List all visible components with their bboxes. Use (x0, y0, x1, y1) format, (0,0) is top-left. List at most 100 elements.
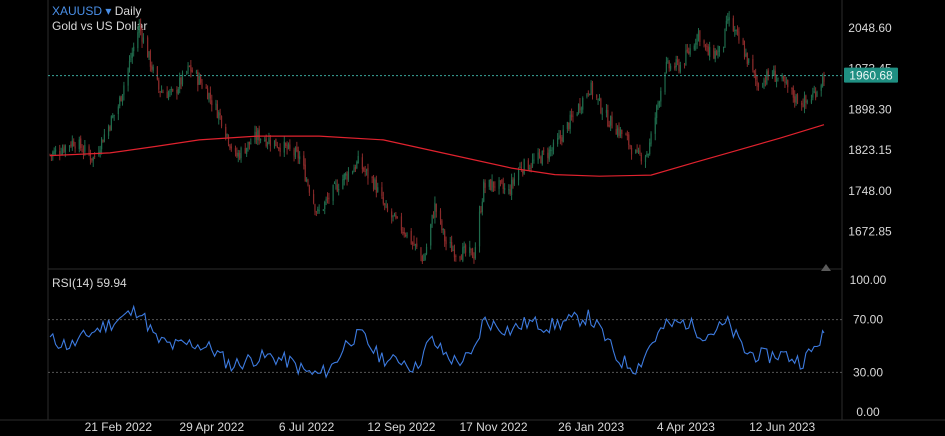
candle (688, 47, 690, 55)
candle (315, 210, 317, 217)
candle-body (637, 150, 640, 153)
candle-body (742, 39, 744, 46)
candle (430, 223, 432, 250)
candle (110, 115, 112, 131)
candle (527, 158, 529, 171)
symbol-name[interactable]: XAUUSD (52, 4, 103, 18)
candle (393, 212, 396, 217)
candle-body (757, 83, 760, 87)
candle-body (70, 144, 72, 147)
candle-body (802, 104, 804, 108)
candle (374, 177, 376, 190)
candle (716, 49, 718, 56)
candle (353, 164, 355, 173)
candle (120, 95, 122, 102)
candle-body (460, 258, 463, 260)
candle-body (483, 181, 485, 202)
candle-body (619, 129, 621, 136)
candle-body (617, 128, 619, 136)
candle-body (117, 106, 119, 115)
candle-body (660, 90, 662, 102)
candle-body (615, 129, 617, 135)
candle (445, 236, 447, 251)
candle-body (325, 198, 327, 201)
candle (142, 33, 145, 44)
candle-body (676, 59, 679, 63)
candle-body (748, 58, 750, 64)
candle (636, 144, 638, 153)
candle (266, 141, 269, 150)
candle-body (141, 31, 143, 42)
candle (328, 192, 330, 204)
candle-body (110, 116, 112, 131)
candle (396, 216, 398, 219)
candle (823, 71, 825, 86)
candle (371, 175, 373, 184)
candle-body (639, 150, 641, 154)
candle (490, 178, 492, 191)
candle-body (170, 88, 172, 90)
candle-body (285, 143, 287, 146)
candle (501, 179, 503, 185)
candle (453, 244, 456, 262)
candle (473, 252, 475, 264)
candle-body (523, 159, 525, 174)
candle (117, 104, 119, 121)
candle (297, 146, 299, 164)
candle-body (403, 231, 405, 235)
candle (734, 25, 736, 37)
candle-body (336, 184, 338, 192)
candle (162, 89, 164, 94)
candle-body (229, 144, 231, 148)
candle (686, 43, 688, 54)
candle (743, 40, 746, 60)
candle (382, 191, 384, 206)
candle-body (697, 31, 700, 37)
candle (385, 200, 387, 209)
candle (410, 228, 412, 245)
scroll-to-latest-icon[interactable] (821, 264, 831, 271)
candle (342, 174, 344, 190)
candle-body (386, 206, 389, 212)
candle-body (138, 24, 140, 33)
candle-body (490, 179, 492, 191)
candle-body (669, 65, 672, 70)
candle-body (420, 247, 422, 256)
candle-body (101, 138, 103, 150)
candle (697, 28, 700, 42)
candle (113, 114, 115, 121)
candle (668, 60, 670, 72)
candle-body (169, 90, 171, 93)
candle (149, 49, 152, 72)
candle (299, 151, 301, 165)
candle-body (628, 134, 630, 145)
candle (187, 62, 189, 75)
symbol-selector[interactable]: XAUUSD ▾ Daily (52, 4, 141, 18)
candle (160, 85, 163, 93)
candle (197, 69, 199, 92)
candle-body (172, 89, 174, 91)
candle (191, 67, 193, 73)
candle-body (815, 91, 817, 98)
interval-label[interactable]: Daily (114, 4, 142, 18)
candle (746, 52, 748, 67)
candle-body (430, 224, 432, 246)
candle-body (239, 152, 241, 159)
candle (618, 122, 620, 139)
candle (706, 42, 708, 52)
candle-body (236, 152, 238, 157)
candle-body (237, 152, 239, 157)
candle (635, 149, 637, 154)
candle-body (810, 99, 813, 103)
candle (484, 179, 486, 194)
candle (137, 25, 139, 52)
candle-body (269, 139, 271, 146)
candle-body (414, 244, 416, 246)
candle-body (569, 114, 571, 129)
candle-body (630, 147, 633, 155)
candle-body (89, 154, 92, 160)
candle-body (504, 188, 506, 190)
chevron-down-icon[interactable]: ▾ (105, 4, 112, 18)
candle (736, 25, 739, 36)
